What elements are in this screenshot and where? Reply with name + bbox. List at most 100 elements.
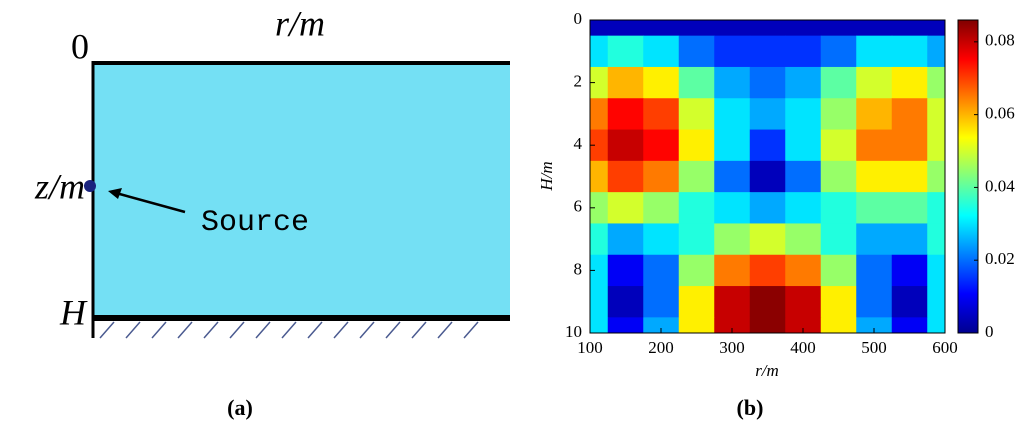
heat-cell <box>820 35 857 68</box>
colorbar-tick-label: 0.02 <box>985 249 1015 268</box>
heat-cell <box>749 286 786 318</box>
colorbar <box>957 19 979 334</box>
heat-cell <box>643 286 680 318</box>
heat-cell <box>590 129 609 162</box>
heat-cell <box>678 192 715 224</box>
y-tick-label: 0 <box>574 9 583 28</box>
heat-cell <box>749 66 786 99</box>
heat-cell <box>927 286 946 318</box>
heat-cell <box>891 317 928 334</box>
heat-cell <box>749 254 786 287</box>
caption: (a) <box>227 395 253 420</box>
heat-cell <box>678 160 715 193</box>
hatch-line <box>359 321 375 339</box>
y-tick-label: 2 <box>574 72 583 91</box>
heat-cell <box>643 66 680 99</box>
y-tick-label: 6 <box>574 197 583 216</box>
x-tick-label: 600 <box>932 338 958 357</box>
heat-cell <box>643 254 680 287</box>
heat-cell <box>785 98 822 131</box>
heat-cell <box>927 160 946 193</box>
heat-cell <box>590 192 609 224</box>
plot-frame <box>589 19 946 334</box>
heat-cell <box>643 129 680 162</box>
heat-cell <box>590 160 609 193</box>
heat-cell <box>607 20 644 37</box>
seabed-hatching <box>99 321 479 339</box>
panel-a: r/m 0 z/m H Source (a) <box>34 3 510 420</box>
heat-cell <box>678 98 715 131</box>
heat-cell <box>607 286 644 318</box>
source-label: Source <box>201 206 309 240</box>
heatmap-cells <box>590 20 946 334</box>
heat-cell <box>714 286 751 318</box>
heat-cell <box>891 223 928 256</box>
heat-cell <box>749 35 786 68</box>
hatch-line <box>203 321 219 339</box>
heat-cell <box>590 66 609 99</box>
heat-cell <box>678 223 715 256</box>
heat-cell <box>607 223 644 256</box>
heat-cell <box>785 192 822 224</box>
depth-label: H <box>59 292 88 332</box>
heat-cell <box>856 160 893 193</box>
heat-cell <box>590 286 609 318</box>
heat-cell <box>785 317 822 334</box>
arrow-head <box>108 188 122 199</box>
heat-cell <box>678 286 715 318</box>
x-tick-label: 100 <box>577 338 603 357</box>
heat-cell <box>590 98 609 131</box>
hatch-line <box>177 321 193 339</box>
heat-cell <box>785 223 822 256</box>
heat-cell <box>891 98 928 131</box>
hatch-line <box>463 321 479 339</box>
heat-cell <box>927 98 946 131</box>
heat-cell <box>927 66 946 99</box>
heat-cell <box>856 192 893 224</box>
hatch-line <box>333 321 349 339</box>
heat-cell <box>927 223 946 256</box>
heat-cell <box>891 35 928 68</box>
source-point <box>84 180 96 192</box>
heat-cell <box>927 35 946 68</box>
y-tick-label: 10 <box>565 322 582 341</box>
x-tick-label: 400 <box>790 338 816 357</box>
heat-cell <box>891 286 928 318</box>
heat-cell <box>678 317 715 334</box>
heat-cell <box>820 98 857 131</box>
source-arrow <box>115 191 186 214</box>
heat-cell <box>749 223 786 256</box>
heat-cell <box>643 20 680 37</box>
hatch-line <box>125 321 141 339</box>
heat-cell <box>714 223 751 256</box>
heat-cell <box>749 20 786 37</box>
y-tick-label: 8 <box>574 259 583 278</box>
heat-cell <box>927 129 946 162</box>
hatch-line <box>99 321 115 339</box>
heat-cell <box>607 35 644 68</box>
heat-cell <box>714 35 751 68</box>
heat-cell <box>590 20 609 37</box>
heat-cell <box>891 66 928 99</box>
heat-cell <box>927 254 946 287</box>
heat-cell <box>714 98 751 131</box>
heat-cell <box>856 223 893 256</box>
heat-cell <box>643 160 680 193</box>
heat-cell <box>590 317 609 334</box>
hatch-line <box>437 321 453 339</box>
heat-cell <box>820 317 857 334</box>
heat-cell <box>643 98 680 131</box>
colorbar-tick-label: 0.04 <box>985 176 1015 195</box>
heat-cell <box>749 129 786 162</box>
heat-cell <box>927 317 946 334</box>
heat-cell <box>891 20 928 37</box>
heat-cell <box>856 286 893 318</box>
heat-cell <box>678 254 715 287</box>
x-axis-label: r/m <box>755 361 779 380</box>
heat-cell <box>678 66 715 99</box>
colorbar-tick-label: 0 <box>985 322 994 341</box>
x-tick-label: 500 <box>861 338 887 357</box>
heat-cell <box>590 223 609 256</box>
heat-cell <box>714 66 751 99</box>
heat-cell <box>856 317 893 334</box>
